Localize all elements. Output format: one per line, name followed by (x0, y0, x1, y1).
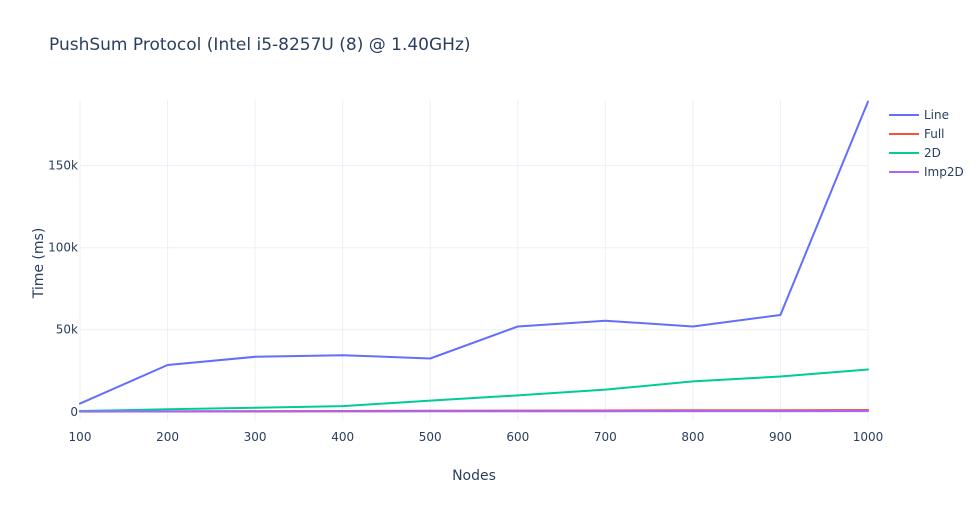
x-axis-ticks: 100 200 300 400 500 600 700 800 900 1000 (69, 430, 884, 444)
series-line-2d (79, 368, 869, 412)
legend-label: Imp2D (924, 165, 964, 179)
legend-label: 2D (924, 146, 941, 160)
x-tick-label: 600 (506, 430, 529, 444)
x-tick-label: 700 (594, 430, 617, 444)
x-tick-label: 100 (69, 430, 92, 444)
legend-item-2d[interactable]: 2D (889, 146, 941, 160)
legend-item-line[interactable]: Line (889, 108, 949, 122)
x-tick-label: 1000 (853, 430, 884, 444)
x-axis-title: Nodes (452, 468, 496, 484)
y-tick-label: 0 (70, 405, 78, 419)
legend-item-imp2d[interactable]: Imp2D (889, 165, 964, 179)
x-tick-label: 400 (331, 430, 354, 444)
y-tick-label: 150k (48, 159, 78, 173)
y-tick-label: 50k (56, 323, 78, 337)
x-tick-label: 800 (681, 430, 704, 444)
y-axis-ticks: 0 50k 100k 150k (48, 159, 78, 419)
legend-label: Full (924, 127, 945, 141)
plot-area (79, 100, 869, 413)
chart-title: PushSum Protocol (Intel i5-8257U (8) @ 1… (49, 35, 471, 55)
legend-item-full[interactable]: Full (889, 127, 945, 141)
x-tick-label: 900 (769, 430, 792, 444)
x-tick-label: 500 (419, 430, 442, 444)
y-tick-label: 100k (48, 241, 78, 255)
x-tick-label: 300 (244, 430, 267, 444)
series-line-imp2d (79, 410, 869, 413)
legend[interactable]: Line Full 2D Imp2D (889, 108, 964, 179)
legend-label: Line (924, 108, 949, 122)
y-axis-title: Time (ms) (31, 228, 47, 300)
series-line-line (79, 100, 869, 405)
x-tick-label: 200 (156, 430, 179, 444)
